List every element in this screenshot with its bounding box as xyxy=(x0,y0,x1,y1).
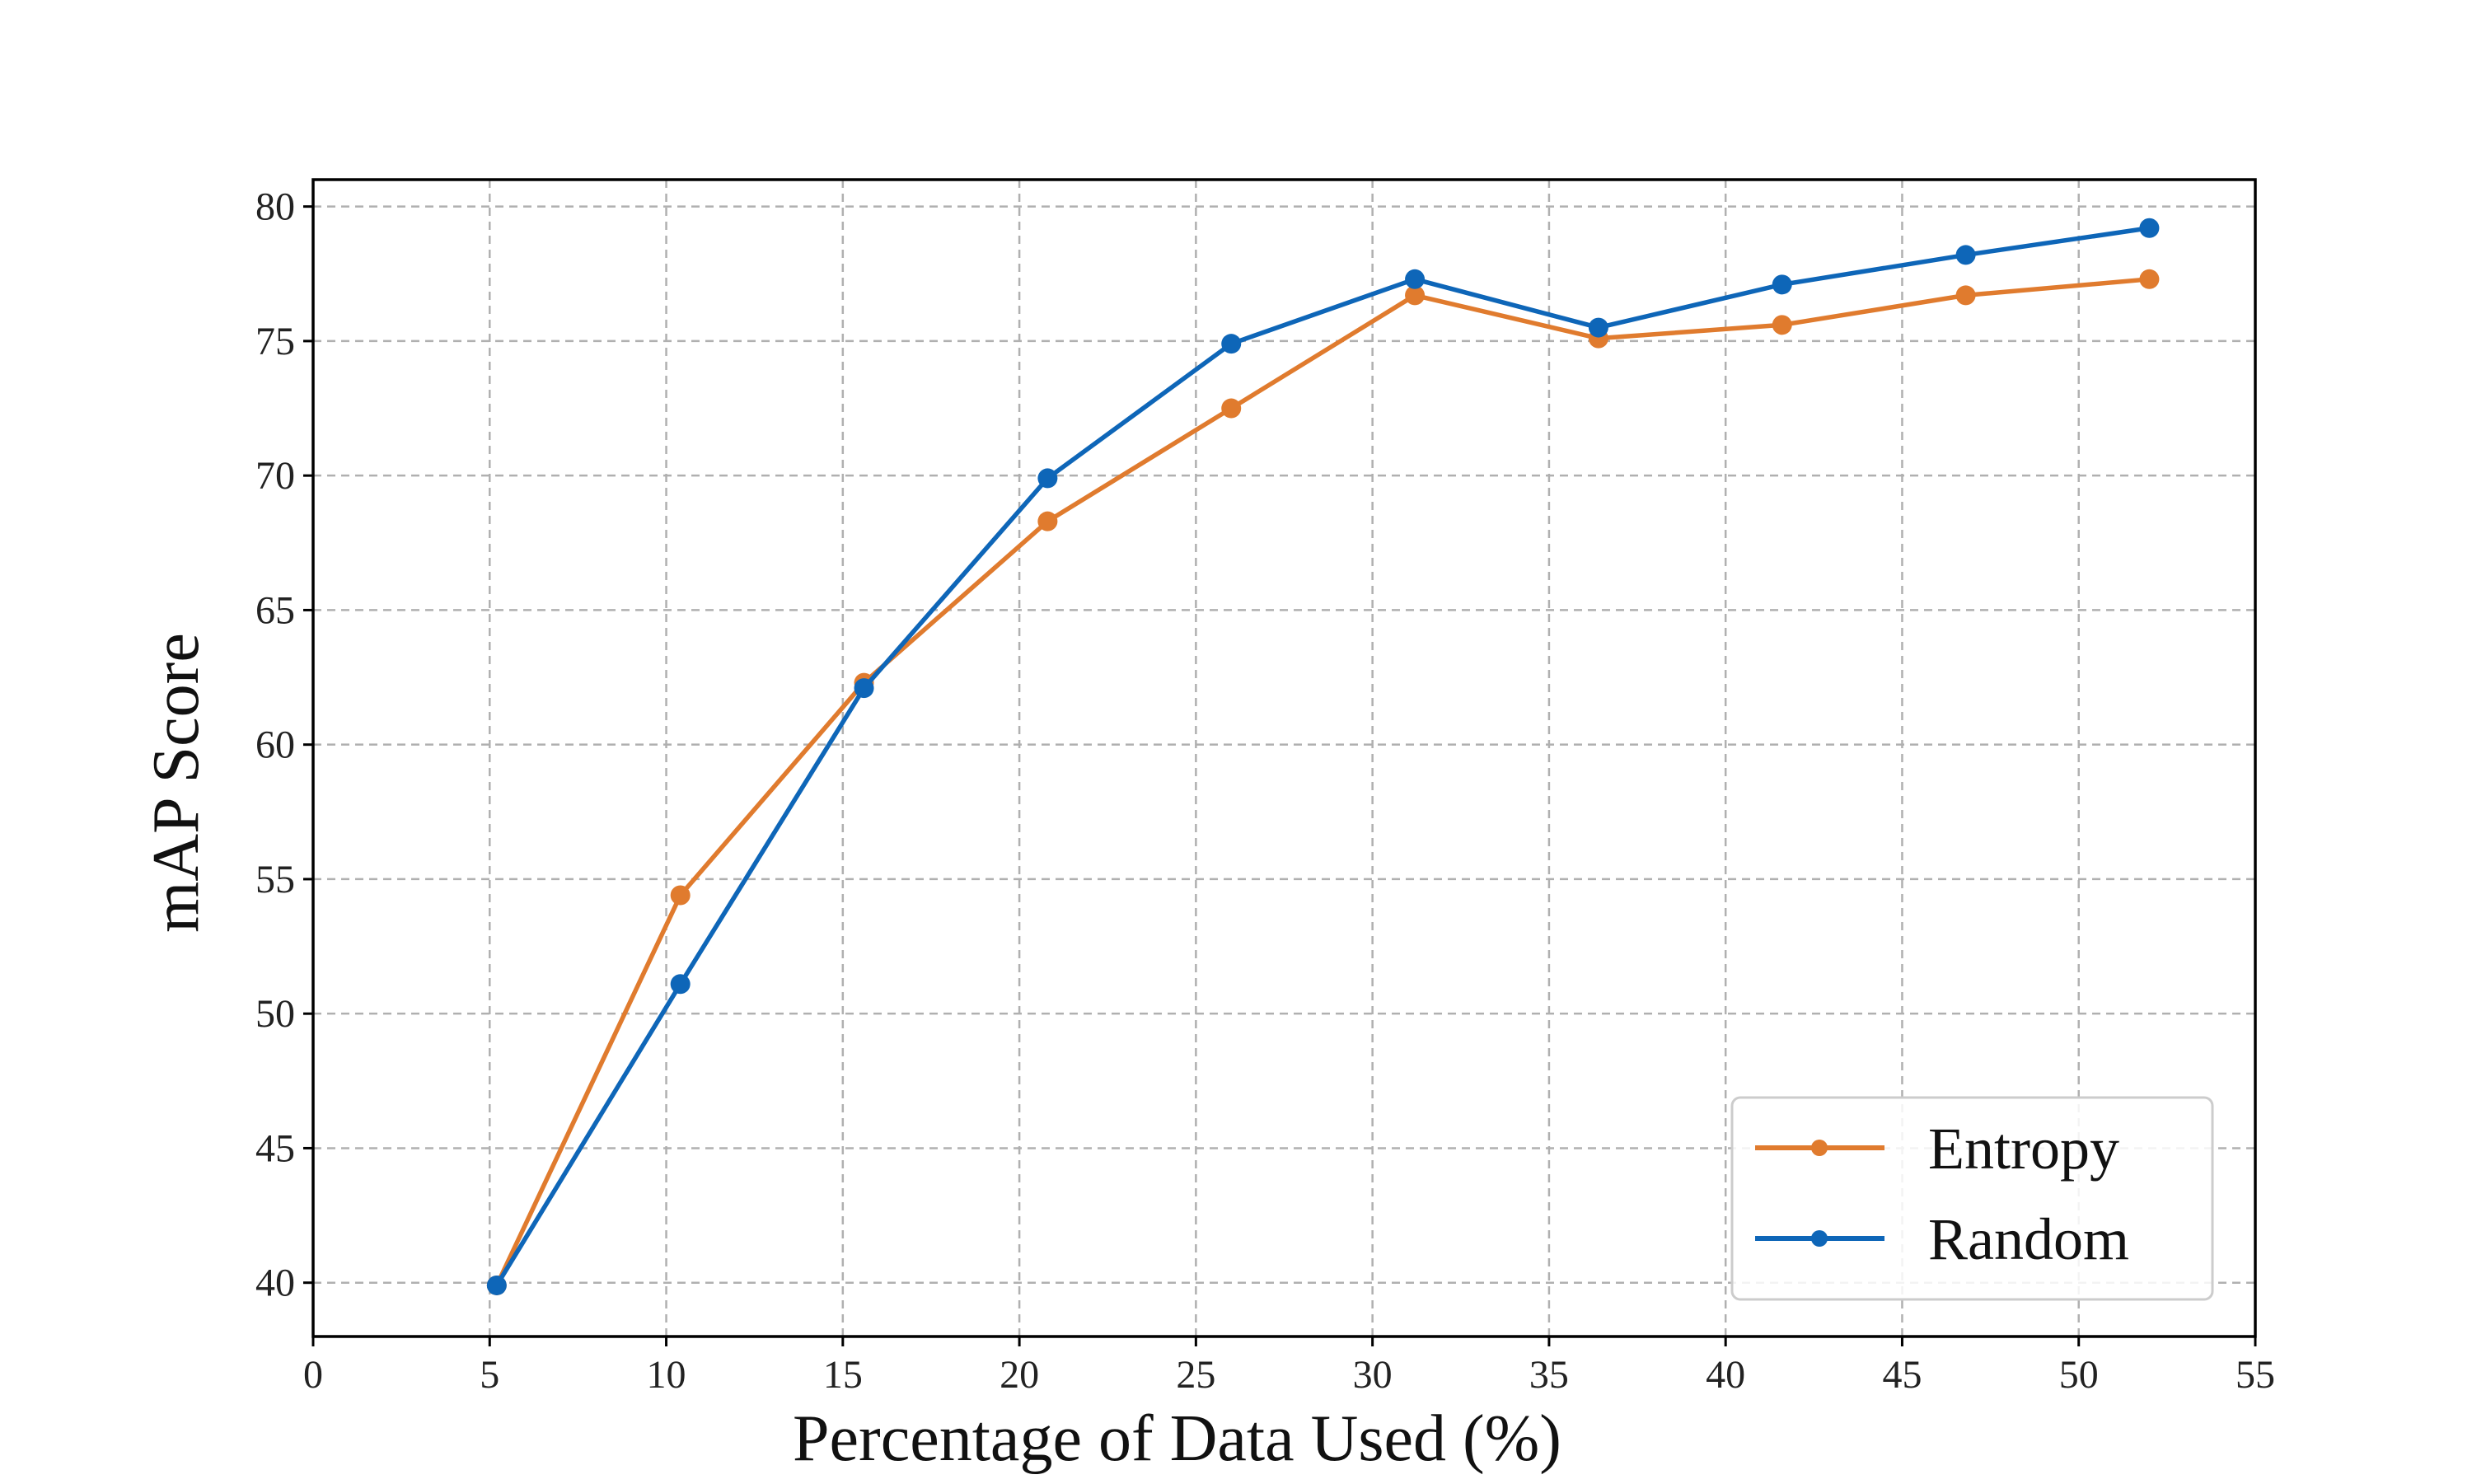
legend: Entropy Random xyxy=(1730,1096,2214,1301)
data-point-entropy xyxy=(1955,285,1976,306)
plot-frame xyxy=(311,178,2257,1338)
y-tick-label: 45 xyxy=(255,1126,295,1170)
x-tick-label: 35 xyxy=(1529,1353,1569,1397)
y-axis-label: mAP Score xyxy=(140,633,213,933)
series-line-entropy xyxy=(494,277,2150,1287)
data-point-entropy xyxy=(670,885,691,906)
data-point-random xyxy=(1588,317,1608,338)
axis-ticks: 0 5 10 15 20 25 30 35 40 45 50 55 40 45 50 55 60 65 70 75 80 xyxy=(255,185,2275,1397)
x-tick-label: 40 xyxy=(1706,1353,1745,1397)
data-point-random xyxy=(854,678,874,699)
x-tick-label: 15 xyxy=(823,1353,863,1397)
x-tick-label: 10 xyxy=(647,1353,686,1397)
grid-lines xyxy=(311,180,2257,1337)
legend-entropy-marker xyxy=(1811,1140,1828,1156)
y-tick-label: 60 xyxy=(255,723,295,767)
y-tick-label: 70 xyxy=(255,454,295,498)
data-point-random xyxy=(1405,269,1426,289)
data-point-entropy xyxy=(1405,285,1426,306)
x-tick-label: 25 xyxy=(1176,1353,1215,1397)
data-point-entropy xyxy=(1037,511,1058,531)
data-point-random xyxy=(1037,468,1058,489)
x-tick-label: 55 xyxy=(2236,1353,2275,1397)
data-point-random xyxy=(1955,245,1976,265)
data-point-entropy xyxy=(2139,269,2160,289)
legend-entropy-label: Entropy xyxy=(1928,1116,2119,1182)
y-tick-label: 65 xyxy=(255,588,295,632)
x-tick-label: 30 xyxy=(1353,1353,1393,1397)
data-point-random xyxy=(2139,218,2160,238)
data-point-random xyxy=(670,974,691,995)
x-tick-label: 50 xyxy=(2059,1353,2099,1397)
series-group xyxy=(486,218,2160,1295)
data-point-entropy xyxy=(1772,315,1792,335)
y-tick-label: 40 xyxy=(255,1262,295,1305)
series-line-random xyxy=(494,226,2150,1287)
x-tick-label: 0 xyxy=(303,1353,323,1397)
data-point-random xyxy=(1221,334,1242,354)
y-tick-label: 50 xyxy=(255,992,295,1036)
x-axis-label: Percentage of Data Used (%) xyxy=(793,1402,1561,1475)
data-point-random xyxy=(486,1275,507,1295)
y-tick-label: 80 xyxy=(255,185,295,229)
legend-random-marker xyxy=(1811,1230,1828,1247)
legend-random-label: Random xyxy=(1928,1206,2129,1272)
x-tick-label: 20 xyxy=(1000,1353,1039,1397)
x-tick-label: 45 xyxy=(1882,1353,1922,1397)
y-tick-label: 75 xyxy=(255,320,295,363)
data-point-entropy xyxy=(1221,398,1242,419)
data-point-random xyxy=(1772,274,1792,295)
x-tick-label: 5 xyxy=(480,1353,499,1397)
y-tick-label: 55 xyxy=(255,858,295,901)
